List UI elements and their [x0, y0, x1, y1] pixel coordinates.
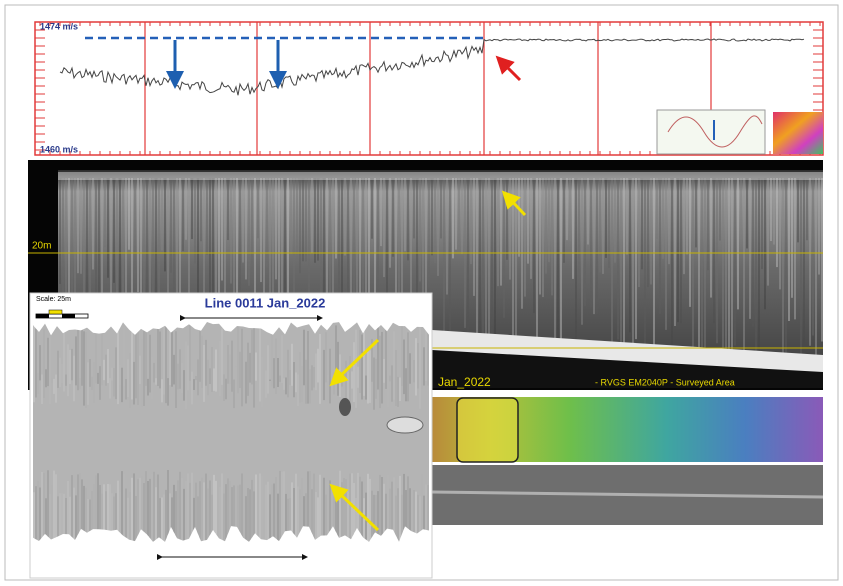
line-label: Jan_2022: [438, 375, 491, 389]
thumbnail: [773, 112, 823, 154]
max-label: 1474 m/s: [40, 21, 78, 31]
seabed-object: [387, 417, 423, 433]
survey-label: - RVGS EM2040P - Surveyed Area: [595, 377, 735, 387]
page: 1474 m/s 1460 m/s 20m Jan_2022 - RVGS EM…: [0, 0, 843, 586]
mini-graph: [657, 110, 765, 154]
texture: [58, 172, 823, 180]
seabed-object: [339, 398, 351, 416]
inset-title: Line 0011 Jan_2022: [205, 295, 326, 310]
figure: 1474 m/s 1460 m/s 20m Jan_2022 - RVGS EM…: [0, 0, 843, 586]
highlight-box: [457, 398, 518, 462]
depth-label: 20m: [32, 241, 51, 252]
min-label: 1460 m/s: [40, 144, 78, 154]
scale-label: Scale: 25m: [36, 296, 71, 303]
